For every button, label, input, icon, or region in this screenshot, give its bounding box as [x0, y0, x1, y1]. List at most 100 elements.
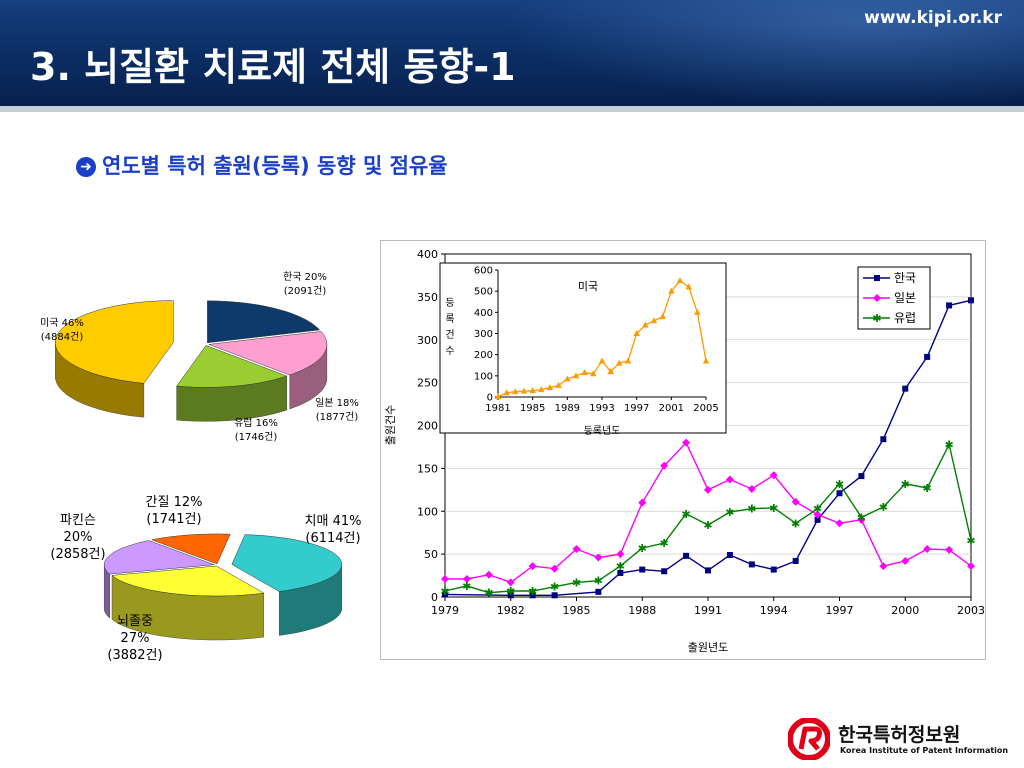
inset-frame [439, 262, 727, 434]
inset-data-point-미국 [616, 359, 623, 366]
data-point-유럽: ✱ [440, 585, 449, 598]
data-point-일본 [660, 461, 669, 470]
data-point-한국 [442, 591, 448, 598]
pie2-label-parkinson-pct: 20% [64, 530, 93, 545]
data-point-유럽: ✱ [769, 502, 778, 515]
legend-label-korea: 한국 [894, 271, 916, 285]
inset-x-tick-label: 1993 [589, 403, 614, 414]
disease-share-pie-chart: 치매 41% (6114건) 뇌졸중 27% (3882건) 파킨슨 20% (… [50, 495, 361, 663]
section-heading-text: 연도별 특허 출원(등록) 동향 및 점유율 [102, 154, 448, 178]
data-point-일본 [945, 545, 954, 554]
inset-x-tick-label: 2001 [659, 403, 684, 414]
data-point-한국 [770, 566, 777, 573]
data-point-한국 [902, 385, 909, 392]
pie-slice-간질 [150, 533, 231, 565]
pie1-label-korea: 한국 20% [283, 271, 327, 283]
pie1-label-us-count: (4884건) [41, 331, 84, 343]
main-x-tick-label: 1994 [760, 604, 788, 617]
inset-y-tick-label: 600 [474, 266, 493, 277]
data-point-유럽: ✱ [879, 501, 888, 514]
data-point-한국 [529, 592, 536, 599]
pie2-labels: 치매 41% (6114건) 뇌졸중 27% (3882건) 파킨슨 20% (… [50, 495, 361, 663]
data-point-일본 [441, 574, 449, 583]
main-y-tick-label: 150 [417, 462, 438, 475]
data-point-일본 [682, 438, 691, 447]
data-point-한국 [726, 551, 733, 558]
data-point-일본 [791, 497, 800, 506]
inset-y-tick-label: 400 [474, 308, 493, 319]
pie2-label-stroke-pct: 27% [121, 631, 150, 646]
main-x-tick-label: 1979 [431, 604, 459, 617]
page-title: 3. 뇌질환 치료제 전체 동향-1 [30, 45, 516, 89]
data-point-일본 [572, 544, 581, 553]
main-x-tick-label: 1985 [563, 604, 591, 617]
data-point-유럽: ✱ [616, 560, 625, 573]
main-y-axis-label: 출원건수 [384, 405, 397, 445]
data-point-일본 [725, 475, 734, 484]
pie1-label-europe: 유럽 16% [234, 417, 278, 429]
data-point-일본 [835, 519, 844, 528]
site-url: www.kipi.or.kr [864, 8, 1002, 28]
inset-x-tick-label: 1997 [624, 403, 649, 414]
data-point-일본 [638, 498, 647, 507]
data-point-유럽: ✱ [660, 537, 669, 550]
data-point-한국 [814, 516, 821, 523]
data-point-유럽: ✱ [966, 534, 975, 547]
data-point-일본 [484, 570, 493, 579]
data-point-일본 [462, 574, 471, 583]
main-x-tick-label: 1997 [826, 604, 854, 617]
inset-x-tick-label: 1985 [520, 403, 545, 414]
inset-chart: 0 100 200 300 400 500 600 1981 1985 1989 1993 1997 2… [439, 262, 727, 437]
data-point-한국 [683, 552, 690, 559]
main-x-tick-label: 2003 [957, 604, 985, 617]
data-point-유럽: ✱ [923, 482, 932, 495]
main-series: ✱ ✱ ✱ ✱ ✱ ✱ ✱ ✱ ✱ ✱ ✱ ✱ ✱ ✱ ✱ ✱ ✱ ✱ ✱ ✱ ✱ ✱ ✱ ✱ ✱ [440, 297, 976, 600]
data-point-일본 [594, 553, 603, 562]
inset-data-point-미국 [676, 277, 684, 284]
main-y-tick-label: 400 [417, 248, 438, 261]
data-point-일본 [747, 484, 756, 493]
data-point-일본 [528, 562, 537, 571]
inset-series [494, 277, 710, 400]
data-point-한국 [858, 473, 865, 480]
data-point-한국 [968, 297, 974, 304]
legend-marker-europe: ✱ [872, 312, 881, 325]
inset-data-point-미국 [650, 317, 658, 324]
main-axes: 0 50 100 150 200 250 300 350 400 1979 1982 1985 1988… [417, 248, 985, 617]
series-line-한국 [444, 299, 972, 596]
main-y-tick-label: 300 [417, 334, 438, 347]
inset-y-tick-label: 0 [487, 393, 493, 404]
inset-data-point-미국 [598, 357, 606, 364]
inset-data-point-미국 [633, 330, 640, 336]
inset-x-axis-label: 등록년도 [584, 425, 621, 437]
inset-data-point-미국 [512, 388, 519, 395]
legend-label-europe: 유럽 [894, 311, 916, 325]
data-point-유럽: ✱ [857, 511, 866, 524]
main-y-tick-label: 200 [417, 420, 438, 433]
main-y-tick-label: 250 [417, 377, 438, 390]
pie1-label-us: 미국 46% [40, 317, 84, 329]
inset-data-point-미국 [555, 381, 562, 388]
inset-data-point-미국 [668, 287, 675, 294]
data-point-일본 [506, 578, 515, 587]
data-point-한국 [551, 592, 558, 599]
pie2-label-stroke: 뇌졸중 [117, 614, 153, 629]
pie2-label-dementia-count: (6114건) [305, 531, 360, 546]
data-point-일본 [550, 564, 559, 573]
data-point-유럽: ✱ [791, 517, 800, 530]
data-point-한국 [792, 557, 799, 564]
pie-slice-파킨슨 [103, 540, 215, 575]
inset-data-point-미국 [685, 283, 692, 290]
data-point-한국 [617, 569, 624, 576]
data-point-유럽: ✱ [638, 542, 647, 555]
inset-y-tick-label: 100 [474, 371, 493, 382]
inset-data-point-미국 [694, 308, 701, 315]
data-point-일본 [704, 485, 712, 494]
main-y-tick-label: 100 [417, 505, 438, 518]
inset-x-tick-label: 2005 [693, 403, 718, 414]
pie1-slices [55, 300, 328, 422]
inset-data-point-미국 [659, 313, 666, 320]
header-glow [504, 0, 1024, 106]
pie1-label-japan: 일본 18% [315, 397, 359, 409]
inset-data-point-미국 [572, 372, 580, 379]
